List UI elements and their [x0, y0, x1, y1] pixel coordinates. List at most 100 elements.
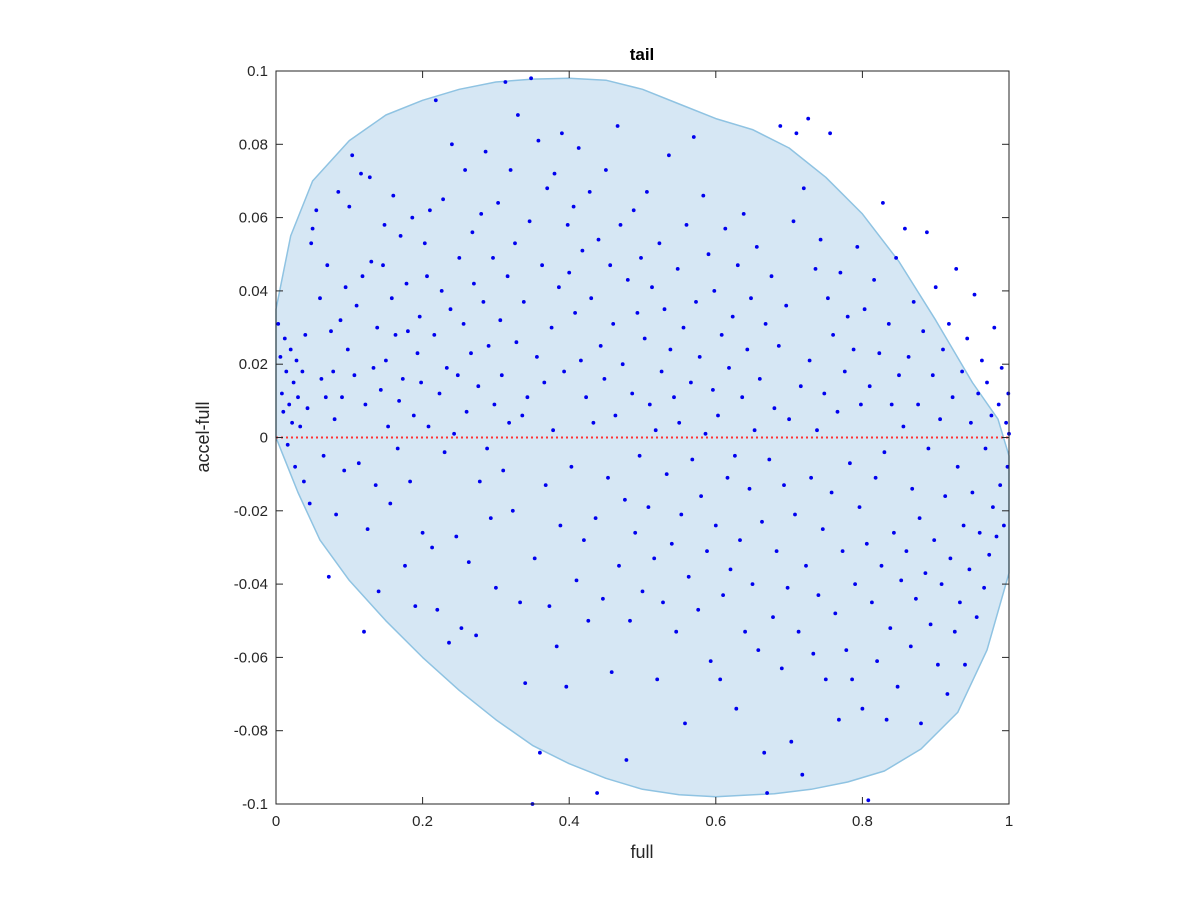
scatter-point: [513, 241, 517, 246]
scatter-point: [367, 175, 372, 180]
scatter-point: [384, 358, 388, 363]
scatter-point: [859, 402, 863, 407]
scatter-point: [579, 358, 583, 363]
scatter-point: [521, 300, 526, 304]
scatter-point: [833, 611, 838, 616]
scatter-point: [296, 395, 300, 400]
scatter-point: [342, 468, 347, 473]
scatter-point: [747, 486, 752, 491]
scatter-point: [779, 666, 784, 671]
scatter-point: [442, 450, 447, 455]
scatter-point: [696, 607, 701, 612]
scatter-point: [293, 464, 297, 469]
scatter-point: [595, 791, 599, 795]
scatter-point: [855, 245, 860, 249]
scatter-point: [637, 453, 642, 458]
scatter-point: [674, 629, 679, 634]
scatter-point: [395, 446, 400, 451]
x-tick-label: 0.8: [852, 813, 873, 830]
scatter-point: [602, 377, 607, 381]
scatter-point: [699, 494, 703, 498]
scatter-point: [623, 497, 627, 502]
scatter-point: [723, 226, 728, 231]
scatter-point: [464, 409, 469, 414]
scatter-point: [406, 329, 410, 334]
scatter-point: [410, 215, 415, 220]
scatter-point: [441, 197, 445, 202]
scatter-point: [630, 391, 635, 396]
scatter-point: [703, 431, 708, 436]
scatter-point: [593, 516, 598, 520]
scatter-point: [892, 530, 896, 535]
scatter-point: [901, 424, 906, 429]
scatter-point: [373, 483, 378, 487]
scatter-point: [591, 420, 596, 425]
scatter-point: [769, 274, 774, 279]
scatter-point: [596, 237, 601, 242]
scatter-point: [903, 226, 907, 231]
scatter-point: [323, 395, 328, 400]
scatter-point: [551, 428, 555, 433]
scatter-point: [771, 615, 775, 619]
scatter-point: [567, 270, 572, 275]
scatter-point: [728, 567, 733, 572]
y-axis-ticks: -0.1 -0.08 -0.06 -0.04 -0.02 0 0.02 0.04 0.06 0.0…: [234, 63, 1009, 813]
scatter-point: [447, 640, 451, 645]
scatter-point: [282, 336, 287, 341]
chart-title: tail: [630, 45, 655, 64]
scatter-point: [659, 369, 664, 374]
scatter-point: [793, 512, 797, 517]
scatter-point: [725, 475, 730, 480]
scatter-point: [772, 406, 777, 411]
scatter-point: [310, 226, 315, 231]
scatter-point: [518, 600, 522, 605]
scatter-point: [540, 263, 544, 268]
scatter-point: [1002, 523, 1006, 528]
scatter-point: [318, 296, 322, 301]
scatter-point: [873, 475, 878, 480]
scatter-point: [611, 322, 616, 326]
scatter-point: [398, 234, 403, 238]
x-axis-label: full: [630, 842, 653, 862]
scatter-point: [388, 501, 393, 506]
scatter-point: [963, 662, 967, 667]
scatter-point: [536, 138, 541, 143]
scatter-point: [352, 373, 357, 378]
scatter-point: [307, 501, 312, 506]
y-tick-label: -0.1: [242, 796, 268, 813]
y-tick-label: 0.02: [239, 356, 268, 373]
scatter-point: [801, 186, 806, 191]
scatter-point: [538, 750, 542, 755]
scatter-point: [620, 362, 625, 367]
scatter-point: [499, 373, 504, 378]
scatter-point: [505, 274, 510, 279]
scatter-point: [697, 355, 702, 359]
scatter-point: [914, 596, 918, 601]
scatter-point: [820, 527, 825, 531]
scatter-point: [828, 131, 832, 136]
scatter-point: [586, 618, 591, 623]
scatter-point: [713, 523, 718, 528]
scatter-point: [908, 644, 913, 649]
scatter-point: [653, 428, 658, 433]
scatter-point: [545, 186, 550, 191]
scatter-point: [284, 369, 289, 374]
y-tick-label: -0.06: [234, 649, 268, 666]
scatter-point: [677, 420, 682, 425]
scatter-point: [285, 442, 290, 447]
scatter-point: [998, 483, 1003, 487]
scatter-point: [735, 263, 740, 268]
scatter-point: [652, 556, 657, 561]
scatter-point: [369, 259, 374, 264]
scatter-point: [332, 417, 337, 422]
scatter-point: [955, 464, 960, 469]
scatter-point: [452, 431, 456, 436]
scatter-point: [806, 116, 811, 121]
scatter-point: [287, 402, 292, 407]
scatter-point: [454, 534, 459, 539]
scatter-point: [807, 358, 812, 363]
scatter-point: [347, 204, 352, 209]
scatter-point: [646, 505, 651, 509]
scatter-point: [980, 358, 984, 363]
scatter-point: [640, 589, 645, 594]
